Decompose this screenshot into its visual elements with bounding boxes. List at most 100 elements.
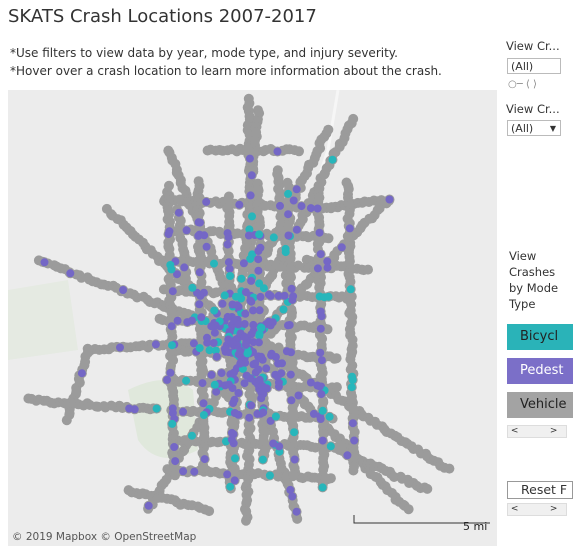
crash-dot[interactable] [284, 210, 293, 219]
crash-dot[interactable] [220, 344, 229, 353]
crash-dot[interactable] [267, 349, 276, 358]
crash-dot[interactable] [170, 443, 179, 451]
crash-dot[interactable] [254, 247, 263, 255]
crash-dot[interactable] [316, 250, 325, 259]
crash-dot[interactable] [189, 339, 198, 348]
crash-dot[interactable] [324, 292, 333, 301]
legend-button[interactable]: Vehicle [507, 392, 573, 418]
crash-dot[interactable] [317, 390, 326, 399]
crash-dot[interactable] [190, 467, 199, 476]
crash-dot[interactable] [234, 410, 243, 419]
crash-dot[interactable] [170, 470, 180, 481]
crash-dot[interactable] [245, 413, 254, 422]
crash-dot[interactable] [212, 387, 221, 396]
crash-dot[interactable] [292, 185, 301, 194]
crash-dot[interactable] [247, 401, 256, 410]
crash-dot[interactable] [294, 146, 304, 157]
crash-dot[interactable] [196, 291, 205, 300]
crash-dot[interactable] [229, 399, 238, 408]
crash-dot[interactable] [210, 328, 219, 337]
legend-button[interactable]: Pedest [507, 358, 573, 384]
crash-dot[interactable] [168, 419, 177, 428]
crash-dot[interactable] [247, 276, 256, 285]
crash-dot[interactable] [348, 465, 359, 476]
crash-dot[interactable] [328, 155, 337, 164]
crash-dot[interactable] [188, 431, 196, 440]
crash-dot[interactable] [348, 375, 357, 384]
crash-dot[interactable] [211, 346, 220, 355]
crash-dot[interactable] [240, 333, 249, 341]
crash-dot[interactable] [313, 264, 322, 273]
map[interactable]: © 2019 Mapbox © OpenStreetMap 5 mi [8, 90, 497, 546]
crash-dot[interactable] [188, 316, 196, 325]
crash-dot[interactable] [256, 292, 265, 301]
crash-dot[interactable] [323, 263, 332, 272]
crash-dot[interactable] [274, 378, 283, 387]
crash-dot[interactable] [210, 306, 219, 315]
crash-dot[interactable] [207, 322, 216, 331]
crash-dot[interactable] [284, 189, 293, 198]
crash-dot[interactable] [174, 208, 183, 217]
crash-dot[interactable] [285, 321, 294, 329]
crash-dot[interactable] [202, 242, 211, 251]
crash-dot[interactable] [179, 467, 188, 476]
crash-dot[interactable] [249, 306, 257, 315]
crash-dot[interactable] [198, 379, 207, 388]
crash-dot[interactable] [234, 320, 243, 329]
crash-dot[interactable] [350, 436, 359, 445]
crash-dot[interactable] [247, 171, 256, 180]
crash-dot[interactable] [246, 254, 255, 263]
crash-dot[interactable] [292, 513, 303, 524]
crash-dot[interactable] [254, 365, 263, 374]
crash-dot[interactable] [333, 443, 344, 454]
crash-dot[interactable] [194, 231, 203, 240]
crash-dot[interactable] [23, 393, 34, 404]
crash-dot[interactable] [255, 375, 264, 384]
reset-button[interactable]: Reset F [507, 481, 573, 499]
crash-dot[interactable] [262, 384, 271, 393]
crash-dot[interactable] [422, 483, 433, 494]
crash-dot[interactable] [237, 274, 246, 283]
crash-dot[interactable] [223, 240, 232, 249]
crash-dot[interactable] [225, 264, 234, 273]
crash-dot[interactable] [164, 230, 173, 239]
crash-dot[interactable] [203, 333, 211, 342]
crash-dot[interactable] [125, 404, 134, 413]
crash-dot[interactable] [317, 312, 326, 321]
crash-dot[interactable] [246, 296, 255, 305]
crash-dot[interactable] [286, 485, 295, 494]
crash-dot[interactable] [348, 419, 357, 428]
crash-dot[interactable] [326, 203, 336, 214]
crash-dot[interactable] [244, 231, 253, 240]
crash-dot[interactable] [217, 369, 226, 378]
crash-dot[interactable] [195, 300, 204, 309]
scrollbar[interactable]: < > [507, 425, 567, 438]
crash-dot[interactable] [345, 224, 354, 233]
crash-dot[interactable] [61, 415, 72, 426]
crash-dot[interactable] [318, 483, 327, 492]
crash-dot[interactable] [279, 305, 288, 314]
crash-dot[interactable] [180, 263, 189, 272]
crash-dot[interactable] [212, 352, 221, 361]
crash-dot[interactable] [317, 356, 326, 365]
crash-dot[interactable] [255, 279, 264, 288]
crash-dot[interactable] [254, 255, 263, 264]
crash-dot[interactable] [306, 378, 315, 387]
crash-dot[interactable] [294, 391, 303, 400]
crash-dot[interactable] [255, 306, 264, 315]
crash-dot[interactable] [40, 258, 49, 267]
crash-dot[interactable] [163, 145, 174, 156]
crash-dot[interactable] [119, 286, 128, 294]
crash-dot[interactable] [266, 416, 275, 425]
crash-dot[interactable] [280, 291, 289, 300]
crash-dot[interactable] [273, 342, 284, 353]
crash-dot[interactable] [326, 442, 335, 451]
crash-dot[interactable] [348, 113, 359, 124]
crash-dot[interactable] [251, 359, 260, 368]
crash-dot[interactable] [265, 341, 276, 352]
crash-dot[interactable] [233, 301, 242, 310]
crash-dot[interactable] [444, 463, 455, 474]
crash-dot[interactable] [199, 411, 208, 419]
crash-dot[interactable] [282, 347, 291, 356]
dropdown[interactable]: (All) ▼ [507, 120, 561, 136]
